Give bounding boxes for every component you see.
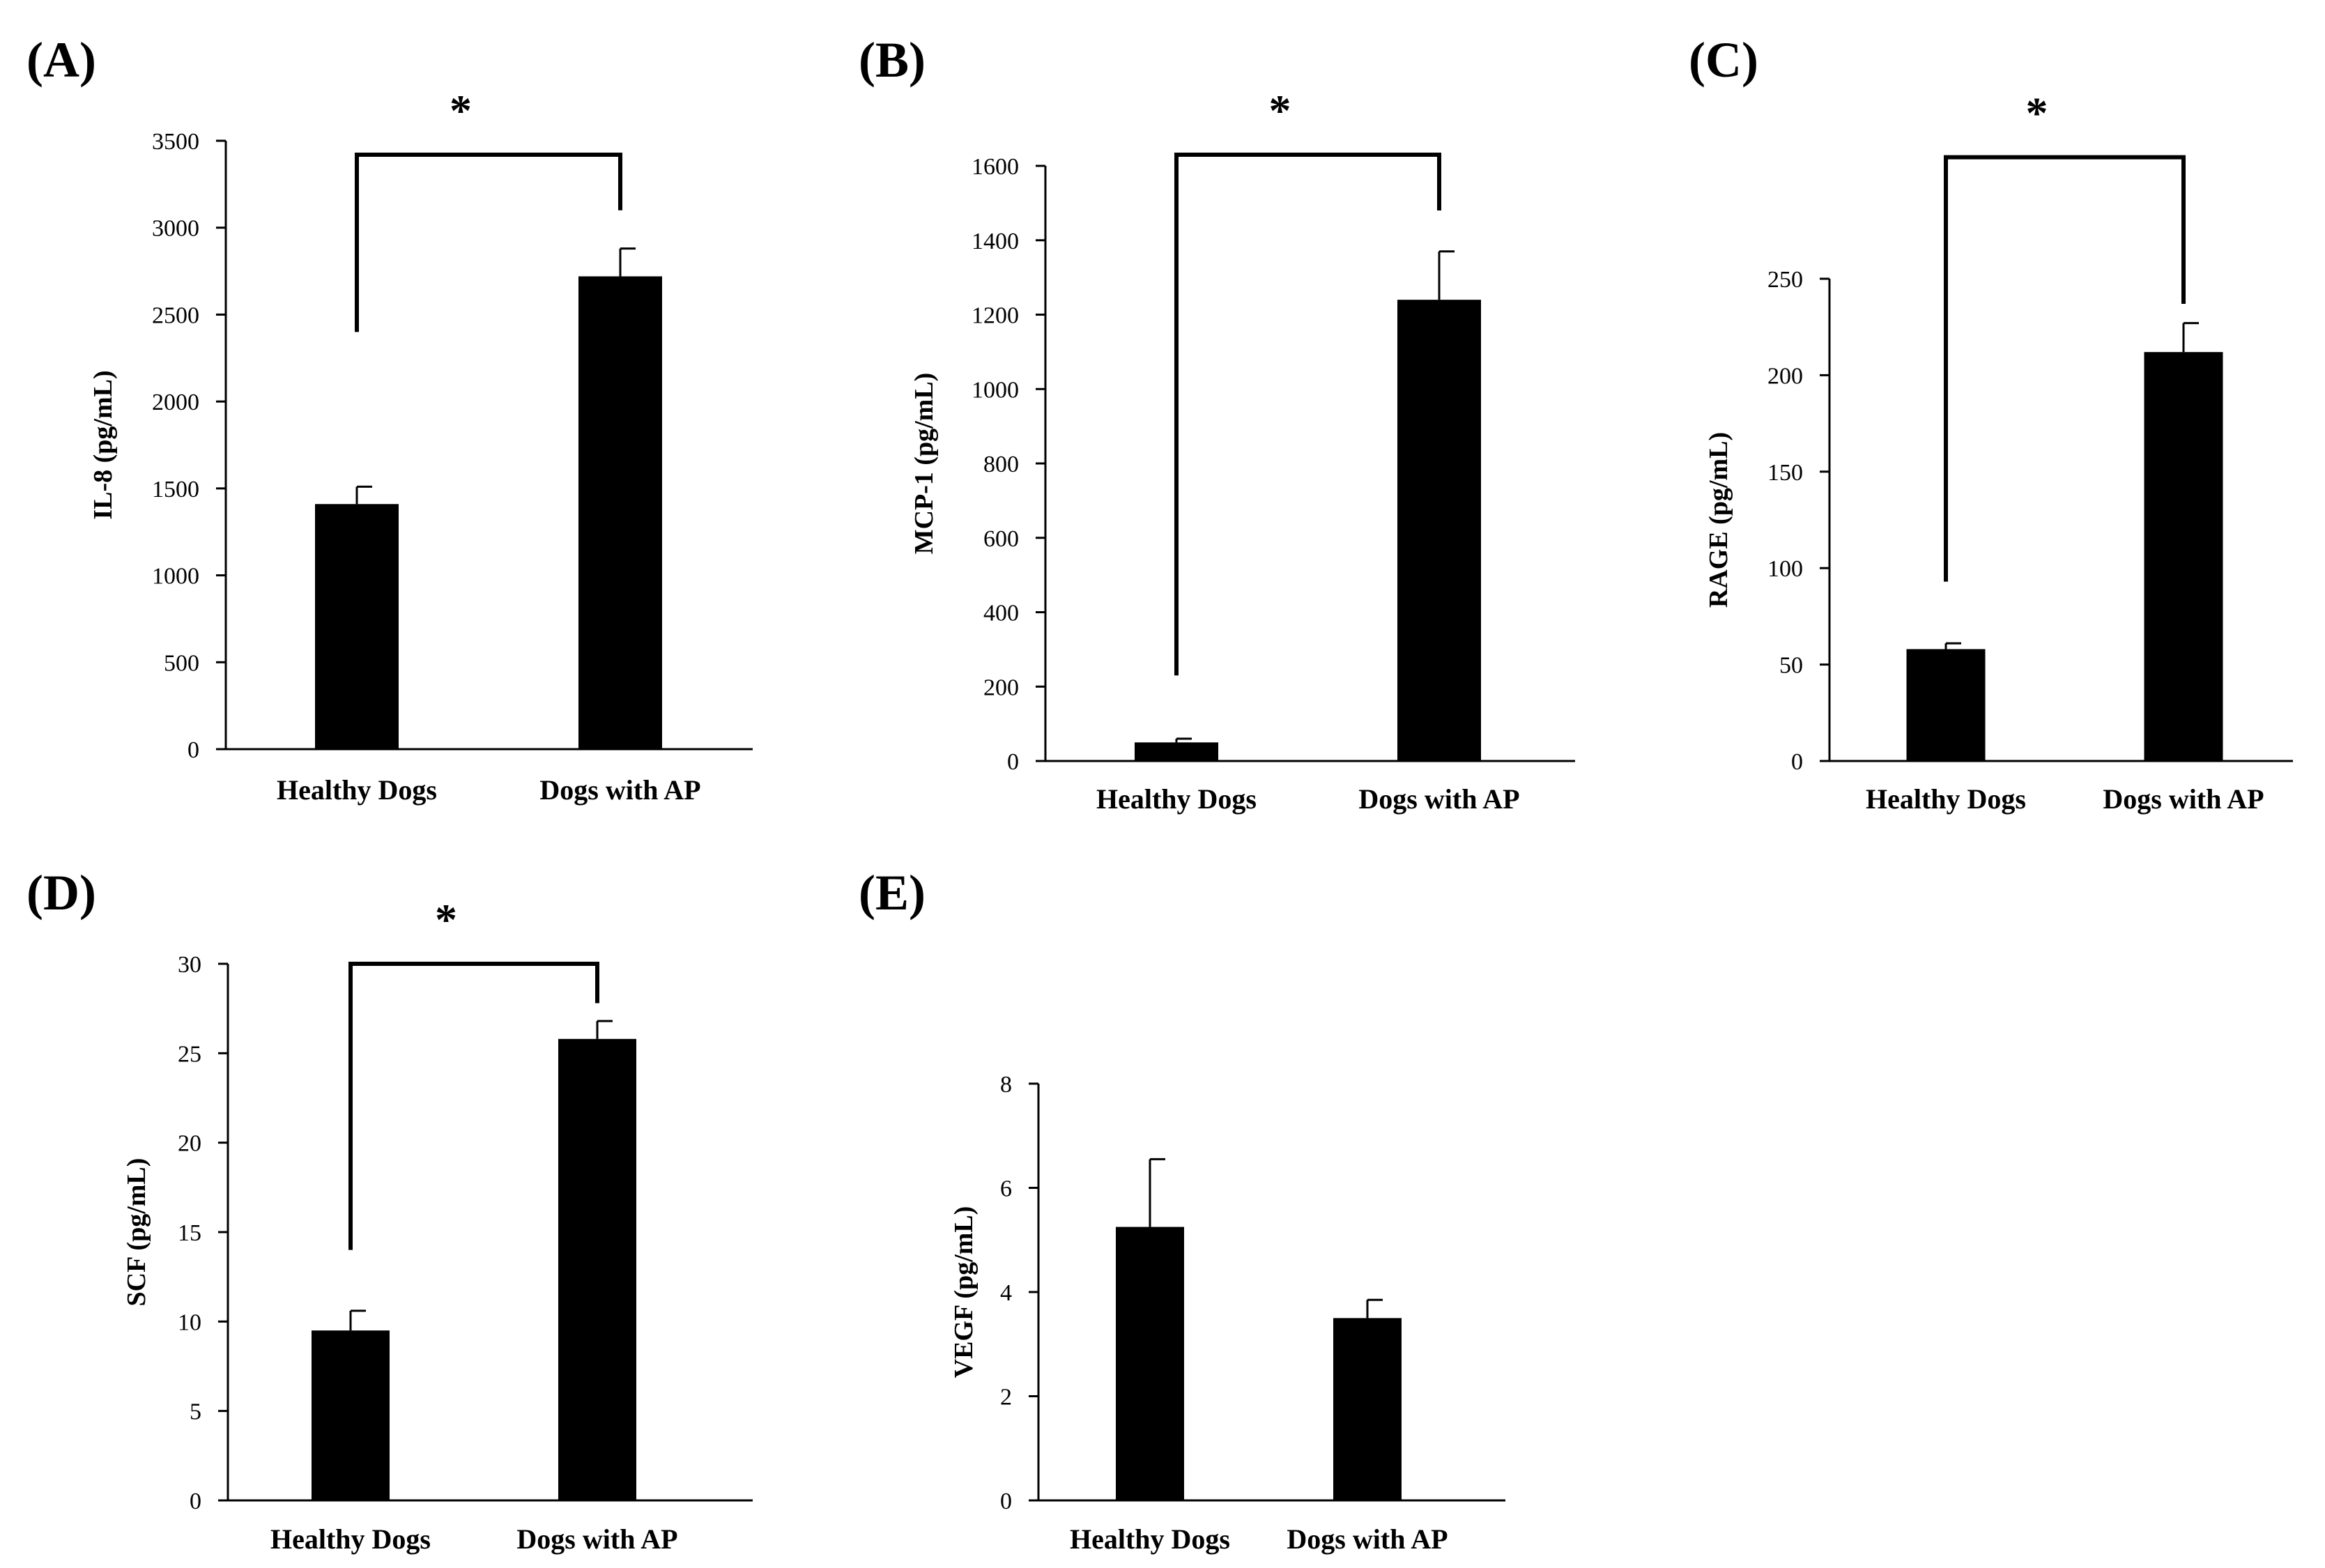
category-label: Healthy Dogs [1096, 783, 1257, 815]
y-tick-label: 30 [178, 952, 201, 978]
bar [315, 504, 399, 749]
y-tick-label: 50 [1779, 653, 1803, 679]
bar [2144, 352, 2223, 762]
chart-panel-a: (A) 0 500 1000 1500 2000 2500 3000 3500 IL-8 (pg/… [26, 32, 753, 806]
y-tick-label: 0 [187, 737, 199, 763]
y-tick-label: 1500 [152, 477, 199, 502]
y-tick-label: 100 [1767, 556, 1803, 582]
y-tick-label: 1200 [972, 303, 1019, 329]
y-axis-title: RAGE (pg/mL) [1704, 432, 1733, 608]
category-label: Healthy Dogs [1866, 783, 2026, 815]
y-tick-label: 150 [1767, 460, 1803, 486]
bar [578, 276, 662, 749]
y-tick-label: 2500 [152, 302, 199, 328]
y-tick-label: 0 [1007, 749, 1019, 775]
significance-bracket [1174, 152, 1441, 676]
y-tick-label: 1400 [972, 229, 1019, 254]
y-tick-label: 8 [1000, 1072, 1012, 1098]
bar [312, 1330, 390, 1500]
category-label: Dogs with AP [1358, 783, 1519, 815]
chart-panel-d: (D) 0 5 10 15 20 25 30 SCF (pg/mL) Healthy Dogs Do… [26, 865, 753, 1555]
y-tick-label: 20 [178, 1131, 201, 1157]
category-label: Dogs with AP [2103, 783, 2264, 815]
significance-star: * [1269, 86, 1291, 135]
panel-label: (C) [1689, 32, 1758, 88]
y-tick-label: 0 [1000, 1489, 1012, 1514]
significance-bracket [1944, 155, 2186, 582]
panel-label: (A) [26, 32, 96, 88]
category-label: Dogs with AP [516, 1523, 677, 1555]
y-tick-label: 1000 [152, 564, 199, 590]
y-tick-label: 1600 [972, 154, 1019, 180]
category-label: Dogs with AP [539, 774, 700, 806]
category-label: Healthy Dogs [270, 1523, 431, 1555]
panel-label: (B) [859, 32, 926, 88]
y-tick-label: 10 [178, 1309, 201, 1335]
y-tick-label: 250 [1767, 267, 1803, 293]
chart-panel-e: (E) 0 2 4 6 8 VEGF (pg/mL) Healthy Dogs Dogs wit… [859, 865, 1505, 1555]
y-tick-label: 200 [983, 675, 1019, 700]
y-tick-label: 500 [164, 650, 199, 676]
y-tick-label: 400 [983, 601, 1019, 627]
bar [558, 1038, 636, 1500]
y-tick-label: 4 [1000, 1280, 1012, 1306]
category-label: Healthy Dogs [1070, 1523, 1230, 1555]
y-tick-label: 2 [1000, 1385, 1012, 1411]
y-tick-label: 6 [1000, 1176, 1012, 1202]
y-tick-label: 200 [1767, 363, 1803, 389]
category-label: Dogs with AP [1287, 1523, 1448, 1555]
y-tick-label: 800 [983, 452, 1019, 477]
y-axis-title: IL-8 (pg/mL) [89, 370, 118, 519]
chart-panel-c: (C) 0 50 100 150 200 250 RAGE (pg/mL) Healthy Do… [1689, 32, 2293, 815]
significance-bracket [355, 152, 622, 332]
y-axis-title: MCP-1 (pg/mL) [910, 373, 939, 555]
y-axis-title: SCF (pg/mL) [122, 1158, 151, 1307]
panel-label: (D) [26, 865, 96, 921]
y-tick-label: 25 [178, 1041, 201, 1067]
chart-panel-b: (B) 0 200 400 600 800 1000 1200 1400 1600 MCP-1 (p… [859, 32, 1575, 815]
y-tick-label: 15 [178, 1220, 201, 1246]
y-tick-label: 3000 [152, 216, 199, 242]
y-tick-label: 0 [190, 1489, 201, 1514]
y-tick-label: 600 [983, 526, 1019, 552]
category-label: Healthy Dogs [277, 774, 437, 806]
y-tick-label: 0 [1791, 749, 1803, 775]
y-tick-label: 1000 [972, 377, 1019, 403]
panel-label: (E) [859, 865, 926, 921]
significance-star: * [450, 86, 472, 135]
significance-bracket [348, 962, 599, 1250]
y-tick-label: 3500 [152, 129, 199, 155]
y-tick-label: 5 [190, 1399, 201, 1425]
bar [1397, 300, 1481, 761]
y-axis-title: VEGF (pg/mL) [949, 1206, 979, 1378]
bar [1333, 1318, 1402, 1500]
y-tick-label: 2000 [152, 390, 199, 415]
bar [1906, 649, 1986, 761]
significance-star: * [435, 895, 457, 944]
bar [1116, 1227, 1184, 1500]
significance-star: * [2026, 89, 2048, 138]
bar [1135, 742, 1218, 761]
